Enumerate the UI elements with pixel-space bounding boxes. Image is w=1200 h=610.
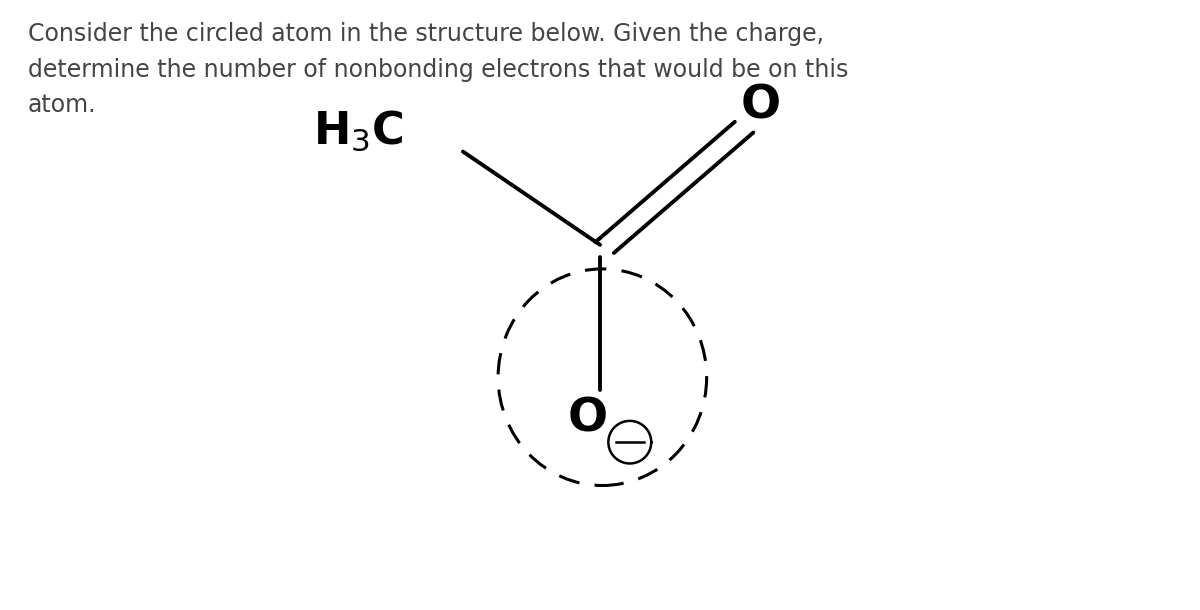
Text: O: O: [568, 397, 608, 442]
Text: H$_3$C: H$_3$C: [313, 108, 403, 152]
Text: Consider the circled atom in the structure below. Given the charge,
determine th: Consider the circled atom in the structu…: [28, 22, 848, 117]
Text: O: O: [740, 84, 781, 129]
